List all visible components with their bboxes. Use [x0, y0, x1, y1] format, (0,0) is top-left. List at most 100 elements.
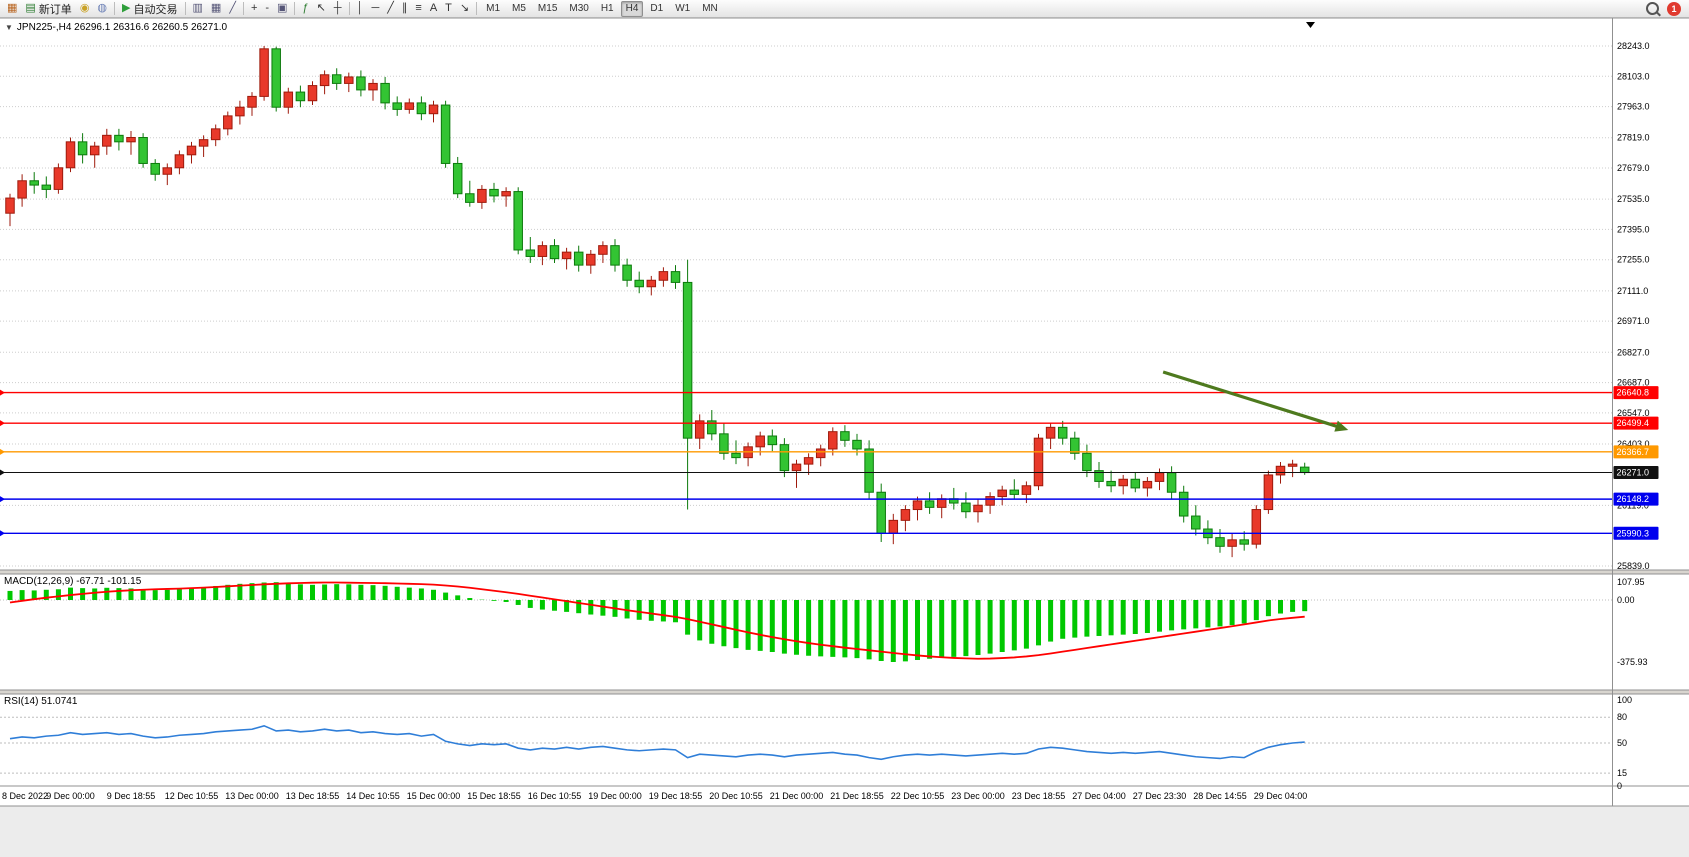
label-button[interactable]: T	[441, 0, 456, 17]
toolbar-separator	[476, 2, 478, 15]
svg-text:26366.7: 26366.7	[1617, 447, 1650, 457]
svg-text:13 Dec 18:55: 13 Dec 18:55	[286, 791, 340, 801]
new-chart-icon: ▦	[7, 2, 18, 14]
chart-shift-marker[interactable]	[1306, 22, 1315, 28]
svg-text:26271.0: 26271.0	[1617, 468, 1650, 478]
timeframe-m15[interactable]: M15	[537, 3, 558, 14]
fibonacci-icon: ≡	[415, 2, 422, 14]
timeframe-mn[interactable]: MN	[702, 3, 718, 14]
price-badges: 26640.8 26499.4 26366.7 26271.0 26148.2 25990…	[1613, 386, 1659, 540]
bar-chart-icon: ▥	[192, 2, 203, 14]
svg-text:27395.0: 27395.0	[1617, 224, 1650, 234]
toolbar-separator	[294, 2, 296, 15]
horizontal-price-lines	[0, 389, 1612, 537]
new-chart-button[interactable]: ▦	[3, 0, 21, 17]
svg-text:26640.8: 26640.8	[1617, 388, 1650, 398]
macd-signal-line	[9, 581, 1305, 660]
svg-text:19 Dec 00:00: 19 Dec 00:00	[588, 791, 642, 801]
timeframe-h1[interactable]: H1	[600, 3, 614, 14]
svg-text:26148.2: 26148.2	[1617, 494, 1650, 504]
toolbar: ▦ ▤ 新订单 ◉ ◍ ▶ 自动交易 ▥ ▦ ╱ + - ▣ ƒ ↖ ┼ │ ─ ╱ ∥ ≡ A T ↘ M1 M5 M15 M30 H…	[0, 0, 1689, 18]
new-order-button-label: 新订单	[38, 3, 72, 16]
svg-text:27535.0: 27535.0	[1617, 194, 1650, 204]
macd-histogram	[7, 582, 1308, 663]
new-order-button[interactable]: ▤ 新订单	[21, 0, 75, 17]
rsi-axis: 100 80 50 15 0	[0, 695, 1632, 791]
toolbar-separator	[184, 2, 186, 15]
svg-text:8 Dec 2022: 8 Dec 2022	[2, 791, 48, 801]
timeframe-d1[interactable]: D1	[650, 3, 664, 14]
svg-text:27679.0: 27679.0	[1617, 163, 1650, 173]
search-icon[interactable]	[1646, 2, 1659, 15]
panel-splitter[interactable]	[0, 570, 1689, 574]
vertical-line-button[interactable]: │	[353, 0, 368, 17]
svg-text:26971.0: 26971.0	[1617, 316, 1650, 326]
channel-button[interactable]: ∥	[398, 0, 412, 17]
price-badge-26640.8	[1613, 386, 1659, 400]
profiles-icon: ◉	[79, 2, 90, 14]
candlestick-chart-button[interactable]: ▦	[207, 0, 225, 17]
timeframe-m30[interactable]: M30	[569, 3, 589, 14]
timeframe-h4[interactable]: H4	[620, 0, 644, 17]
candlestick-chart-icon: ▦	[210, 2, 222, 14]
cursor-button[interactable]: ↖	[313, 0, 330, 17]
macd-axis: 107.95 0.00 -375.93	[0, 577, 1648, 667]
svg-text:21 Dec 18:55: 21 Dec 18:55	[830, 791, 884, 801]
bar-chart-button[interactable]: ▥	[189, 0, 207, 17]
svg-text:21 Dec 00:00: 21 Dec 00:00	[770, 791, 824, 801]
horizontal-line-icon: ─	[371, 2, 380, 14]
svg-text:28243.0: 28243.0	[1617, 41, 1650, 51]
svg-text:0.00: 0.00	[1617, 595, 1635, 605]
profiles-button[interactable]: ◉	[76, 0, 94, 17]
svg-text:15 Dec 00:00: 15 Dec 00:00	[407, 791, 461, 801]
svg-text:19 Dec 18:55: 19 Dec 18:55	[649, 791, 703, 801]
price-badge-25990.3	[1613, 526, 1659, 540]
panel-splitter[interactable]	[0, 690, 1689, 694]
arrows-icon: ↘	[459, 2, 470, 14]
tile-windows-button[interactable]: ▣	[273, 0, 291, 17]
zoom-out-icon: -	[265, 2, 270, 14]
svg-text:25990.3: 25990.3	[1617, 528, 1650, 538]
svg-text:107.95: 107.95	[1617, 577, 1645, 587]
line-chart-button[interactable]: ╱	[225, 0, 240, 17]
svg-text:20 Dec 10:55: 20 Dec 10:55	[709, 791, 763, 801]
svg-text:-375.93: -375.93	[1617, 657, 1648, 667]
autotrading-icon: ▶	[122, 2, 131, 14]
zoom-in-icon: +	[250, 2, 258, 14]
indicators-button[interactable]: ƒ	[298, 0, 312, 17]
notification-badge[interactable]: 1	[1667, 1, 1681, 16]
text-button[interactable]: A	[426, 0, 441, 17]
fibonacci-button[interactable]: ≡	[411, 0, 425, 17]
tile-windows-icon: ▣	[277, 2, 288, 14]
svg-text:13 Dec 00:00: 13 Dec 00:00	[225, 791, 279, 801]
toolbar-separator	[348, 2, 350, 15]
rsi-line	[9, 724, 1305, 761]
autotrading-button[interactable]: ▶ 自动交易	[118, 0, 181, 17]
horizontal-line-button[interactable]: ─	[367, 0, 383, 17]
crosshair-button[interactable]: ┼	[330, 0, 346, 17]
svg-text:80: 80	[1617, 712, 1627, 722]
alerts-button[interactable]: ◍	[93, 0, 111, 17]
svg-text:26687.0: 26687.0	[1617, 378, 1650, 388]
trendline-button[interactable]: ╱	[383, 0, 398, 17]
zoom-in-button[interactable]: +	[247, 0, 261, 17]
price-badge-26499.4	[1613, 416, 1659, 430]
svg-text:15: 15	[1617, 768, 1627, 778]
trend-arrow-annotation[interactable]	[1162, 370, 1349, 432]
svg-text:16 Dec 10:55: 16 Dec 10:55	[528, 791, 582, 801]
zoom-out-button[interactable]: -	[261, 0, 273, 17]
svg-text:25839.0: 25839.0	[1617, 561, 1650, 571]
timeframe-m1[interactable]: M1	[486, 3, 501, 14]
svg-text:22 Dec 10:55: 22 Dec 10:55	[891, 791, 945, 801]
indicators-icon: ƒ	[302, 2, 309, 14]
alerts-icon: ◍	[97, 2, 108, 14]
chart-background	[0, 18, 1689, 806]
arrows-button[interactable]: ↘	[456, 0, 473, 17]
timeframe-w1[interactable]: W1	[675, 3, 691, 14]
svg-text:27819.0: 27819.0	[1617, 133, 1650, 143]
price-badge-26366.7	[1613, 445, 1659, 459]
timeframe-m5[interactable]: M5	[512, 3, 526, 14]
